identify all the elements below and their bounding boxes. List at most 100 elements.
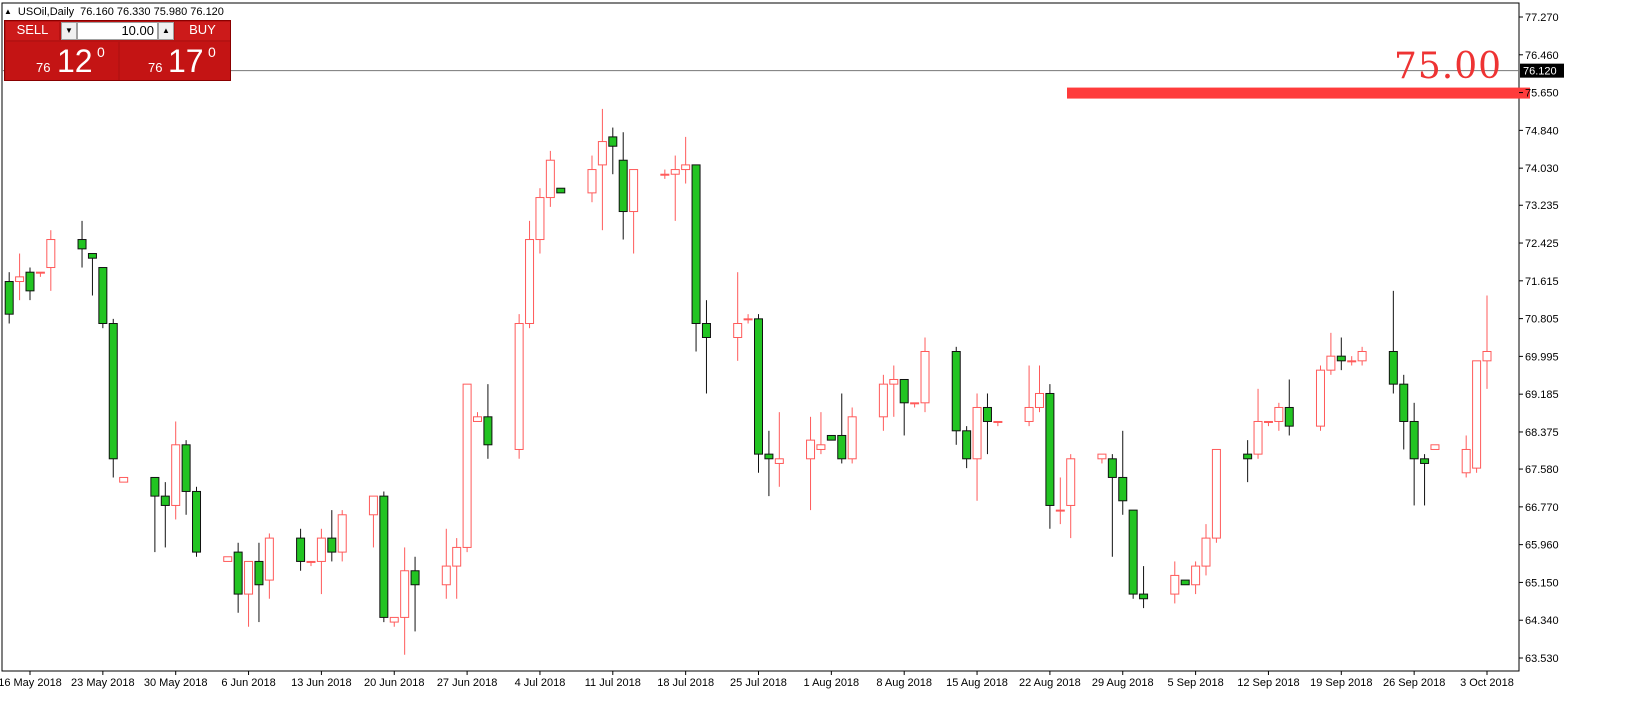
candle <box>119 476 129 483</box>
buy-button[interactable]: BUY <box>175 22 230 40</box>
candle <box>389 616 399 627</box>
ohlc-values: 76.160 76.330 75.980 76.120 <box>80 6 224 18</box>
candle <box>514 314 524 459</box>
buy-price-quote[interactable]: 76 17 0 <box>120 42 230 80</box>
candle <box>1034 365 1044 413</box>
candle-body <box>1128 509 1138 595</box>
x-tick-label: 3 Oct 2018 <box>1460 677 1514 689</box>
volume-increase-arrow-icon[interactable]: ▲ <box>158 22 174 40</box>
candle <box>525 220 535 329</box>
candle <box>223 556 233 562</box>
candle <box>77 220 87 268</box>
candle <box>244 560 254 627</box>
candle-body <box>733 323 743 338</box>
candle-body <box>951 350 961 432</box>
candle <box>337 510 347 562</box>
candle-body <box>473 416 483 422</box>
candle-body <box>410 570 420 586</box>
candle <box>629 169 639 254</box>
candle-body <box>1097 453 1107 460</box>
sell-button[interactable]: SELL <box>6 22 59 40</box>
y-tick-label: 67.580 <box>1525 464 1559 476</box>
collapse-triangle-icon[interactable]: ▲ <box>4 7 12 16</box>
candle <box>46 230 56 291</box>
candle <box>910 402 920 408</box>
candle-body <box>1336 355 1346 362</box>
candle-body <box>87 253 97 259</box>
candle-body <box>1045 392 1055 506</box>
candle <box>899 378 909 436</box>
candle <box>233 542 243 613</box>
timeframe: Daily <box>49 6 75 18</box>
y-tick-label: 72.425 <box>1525 238 1559 250</box>
candle <box>847 407 857 464</box>
candle <box>1347 356 1357 366</box>
candle-body <box>1253 420 1263 455</box>
level-zone-bar <box>1067 87 1530 99</box>
candle-body <box>223 556 233 562</box>
trade-panel-toolbar: SELL ▼ 10.00 ▲ BUY <box>5 21 230 41</box>
candle-body <box>1118 476 1128 502</box>
candle-body <box>618 159 628 213</box>
candle-body <box>46 239 56 269</box>
candle <box>608 127 618 175</box>
candle <box>889 365 899 417</box>
candle <box>1097 453 1107 464</box>
candle <box>160 482 170 548</box>
volume-input[interactable]: 10.00 <box>77 22 158 40</box>
candle-body <box>837 434 847 460</box>
candle-body <box>77 239 87 250</box>
candle-body <box>244 560 254 595</box>
candle-body <box>1180 579 1190 586</box>
candle <box>670 155 680 221</box>
candle-body <box>629 169 639 213</box>
candle-body <box>1461 448 1471 474</box>
plot-frame <box>1 2 1520 672</box>
chart-header: ▲ USOil,Daily 76.160 76.330 75.980 76.12… <box>4 6 224 18</box>
x-tick-label: 12 Sep 2018 <box>1237 677 1299 689</box>
candle <box>1482 295 1492 389</box>
candle <box>327 510 337 562</box>
current-price-tag: 76.120 <box>1520 63 1564 78</box>
candle-body <box>306 560 316 563</box>
candle-body <box>1388 350 1398 385</box>
x-tick-label: 15 Aug 2018 <box>946 677 1008 689</box>
candle <box>618 132 628 240</box>
candle <box>192 486 202 557</box>
candle-body <box>754 318 763 455</box>
candle-body <box>1347 360 1357 363</box>
x-tick-label: 27 Jun 2018 <box>437 677 498 689</box>
candle-body <box>254 560 264 586</box>
candle-body <box>587 169 597 194</box>
candle <box>1274 402 1284 431</box>
candle-body <box>327 537 337 553</box>
volume-decrease-arrow-icon[interactable]: ▼ <box>61 22 77 40</box>
candle <box>743 314 753 324</box>
candle-body <box>1482 350 1492 362</box>
candle-body <box>972 406 982 460</box>
candle <box>1107 454 1117 557</box>
candle-body <box>764 453 774 460</box>
candle-body <box>1211 448 1221 539</box>
candle-body <box>1263 420 1273 423</box>
symbol-name: USOil <box>17 6 47 18</box>
candle <box>681 136 691 184</box>
candle <box>1180 579 1190 586</box>
candle <box>764 430 774 497</box>
candle <box>181 440 191 515</box>
y-tick-label: 74.840 <box>1525 125 1559 137</box>
sell-price-quote[interactable]: 76 12 0 <box>6 42 118 80</box>
candle <box>701 300 711 394</box>
level-zone <box>1067 87 1530 99</box>
candle-body <box>774 458 784 464</box>
candle <box>1420 454 1430 506</box>
x-tick-label: 4 Jul 2018 <box>515 677 566 689</box>
candle-body <box>379 495 389 618</box>
y-tick-label: 69.995 <box>1525 351 1559 363</box>
candle <box>1211 448 1221 543</box>
candle <box>4 272 14 324</box>
candle <box>1284 379 1294 436</box>
y-tick-label: 63.530 <box>1525 653 1559 665</box>
candle <box>441 528 451 599</box>
